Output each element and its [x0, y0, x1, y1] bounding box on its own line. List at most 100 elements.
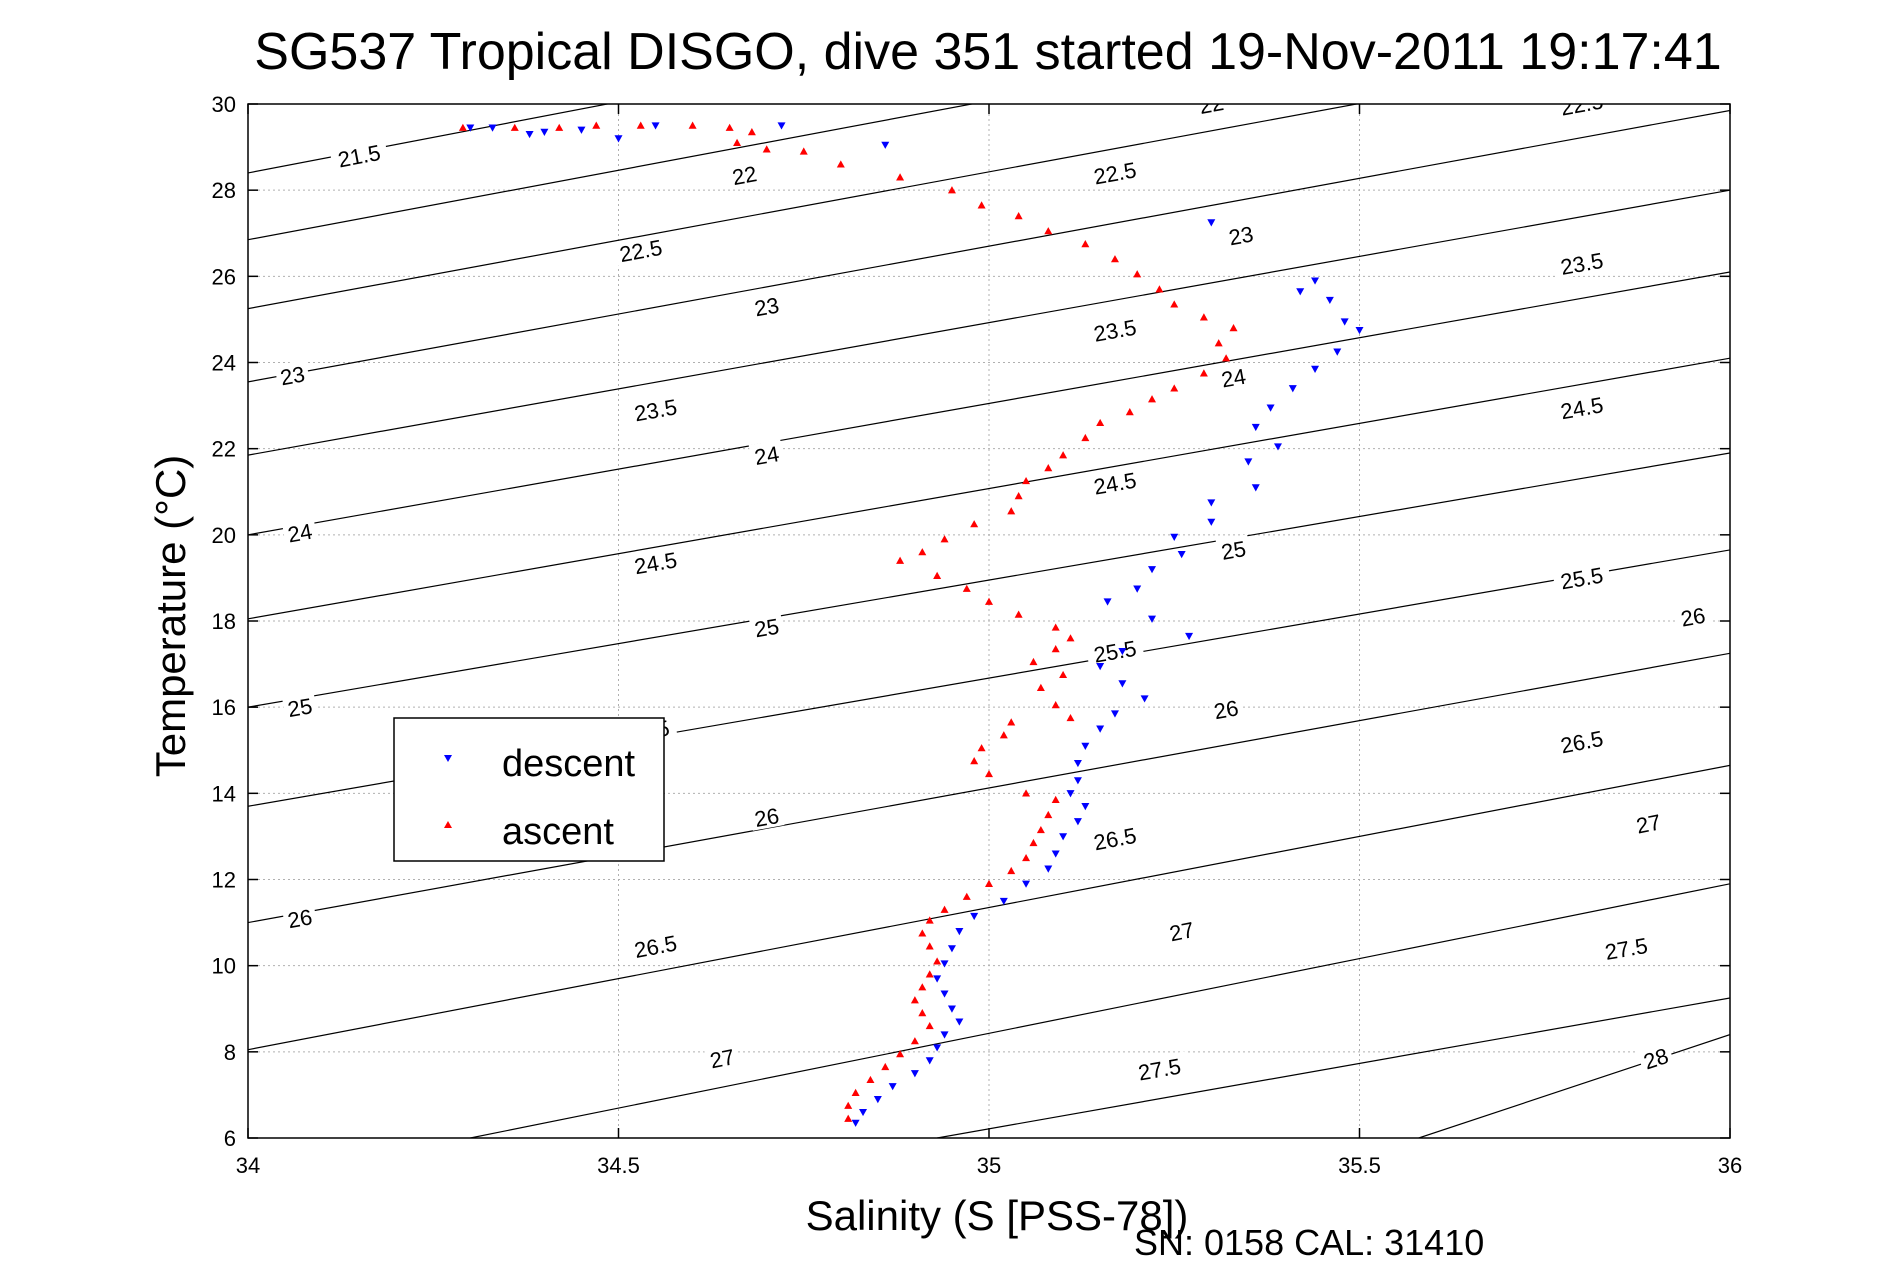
ascent-marker	[1029, 657, 1038, 666]
contour-label-background	[1674, 601, 1711, 631]
contour-label: 26	[1212, 695, 1241, 724]
descent-marker	[1081, 742, 1090, 750]
ascent-marker	[1081, 433, 1090, 442]
ascent-marker	[1022, 853, 1031, 862]
descent-marker	[1073, 818, 1082, 826]
x-tick-label: 34	[236, 1153, 260, 1178]
x-axis-label: Salinity (S [PSS-78])	[806, 1192, 1189, 1239]
ascent-marker	[1029, 838, 1038, 847]
ascent-marker	[985, 879, 993, 888]
ascent-marker	[918, 983, 927, 991]
contour-label-background	[1551, 245, 1612, 280]
legend-descent-label: descent	[502, 743, 636, 785]
y-tick-label: 16	[212, 695, 236, 720]
contour-label-background	[1630, 807, 1667, 838]
descent-marker	[1133, 585, 1142, 593]
contour-label-background	[1085, 465, 1145, 499]
ascent-marker	[1051, 623, 1060, 631]
ascent-marker	[1222, 354, 1231, 362]
contour-label-background	[1215, 534, 1252, 564]
contour-label: 26	[753, 803, 782, 832]
y-tick-label: 30	[212, 92, 236, 117]
descent-marker	[1044, 865, 1053, 873]
ascent-marker	[1133, 270, 1142, 278]
ascent-marker	[1044, 810, 1053, 819]
descent-marker	[1185, 632, 1194, 641]
density-contour-line	[937, 997, 1730, 1138]
ascent-marker	[1214, 339, 1223, 347]
descent-marker	[1073, 759, 1082, 768]
ascent-marker	[918, 1009, 927, 1017]
descent-marker	[851, 1119, 860, 1127]
y-tick-label: 12	[212, 868, 236, 893]
contour-label-background	[1085, 633, 1145, 667]
ascent-marker	[1229, 324, 1238, 332]
y-tick-label: 14	[212, 781, 236, 806]
density-contour-line	[248, 189, 1730, 456]
contour-label-background	[1636, 1040, 1675, 1074]
ascent-marker	[977, 201, 986, 209]
descent-marker	[933, 1044, 942, 1052]
descent-marker	[1118, 680, 1127, 688]
contour-label-background	[748, 611, 785, 642]
ascent-marker	[747, 128, 756, 136]
density-contour-line	[248, 452, 1730, 708]
ascent-marker	[1148, 395, 1157, 403]
ascent-marker	[918, 548, 927, 556]
descent-marker	[651, 122, 660, 130]
contour-label-background	[610, 232, 671, 267]
descent-marker	[940, 990, 949, 998]
contour-label-background	[1551, 390, 1612, 424]
ascent-marker	[1051, 645, 1060, 653]
descent-marker	[955, 1018, 964, 1026]
density-contour-line	[470, 883, 1730, 1138]
y-tick-label: 28	[212, 178, 236, 203]
contour-label-background	[281, 517, 318, 547]
ascent-marker	[836, 160, 845, 168]
ascent-marker	[1051, 701, 1060, 709]
contour-label-background	[1551, 560, 1612, 594]
ascent-marker	[1066, 634, 1075, 642]
contour-label-background	[748, 439, 785, 469]
descent-marker	[1081, 803, 1090, 811]
contour-label-background	[1129, 1051, 1189, 1085]
ascent-marker	[985, 769, 993, 778]
ascent-marker	[733, 138, 742, 146]
ascent-marker	[999, 731, 1008, 739]
contour-label: 25	[286, 693, 314, 722]
contour-label-background	[1163, 915, 1200, 946]
descent-marker	[1170, 533, 1179, 541]
contour-label-background	[1222, 219, 1259, 250]
descent-marker	[888, 1083, 897, 1091]
contour-label: 23	[1227, 221, 1256, 250]
contour-label-background	[703, 1042, 741, 1073]
data-markers	[458, 121, 1364, 1127]
density-contour-line	[248, 109, 1730, 383]
ascent-marker	[1036, 683, 1045, 691]
ascent-marker	[1170, 300, 1179, 308]
y-tick-label: 8	[224, 1040, 236, 1065]
contour-label-background	[726, 159, 763, 189]
ascent-marker	[851, 1088, 860, 1096]
y-tick-label: 22	[212, 437, 236, 462]
ascent-marker	[962, 584, 971, 592]
contour-label-background	[1551, 723, 1612, 758]
y-tick-label: 24	[212, 351, 236, 376]
ascent-marker	[1199, 313, 1208, 321]
ascent-marker	[725, 123, 734, 131]
ascent-marker	[962, 892, 971, 900]
ascent-marker	[947, 186, 956, 194]
contour-label: 27	[708, 1044, 737, 1073]
ascent-marker	[940, 535, 949, 543]
ascent-marker	[458, 123, 467, 131]
ascent-marker	[1066, 713, 1075, 722]
descent-marker	[1266, 404, 1275, 412]
legend: descent ascent	[393, 717, 665, 862]
contour-label: 23	[752, 292, 781, 321]
ascent-marker	[925, 916, 934, 924]
ascent-marker	[1096, 418, 1105, 427]
ascent-marker	[896, 173, 905, 181]
ascent-marker	[1199, 369, 1208, 377]
ascent-marker	[688, 121, 697, 129]
